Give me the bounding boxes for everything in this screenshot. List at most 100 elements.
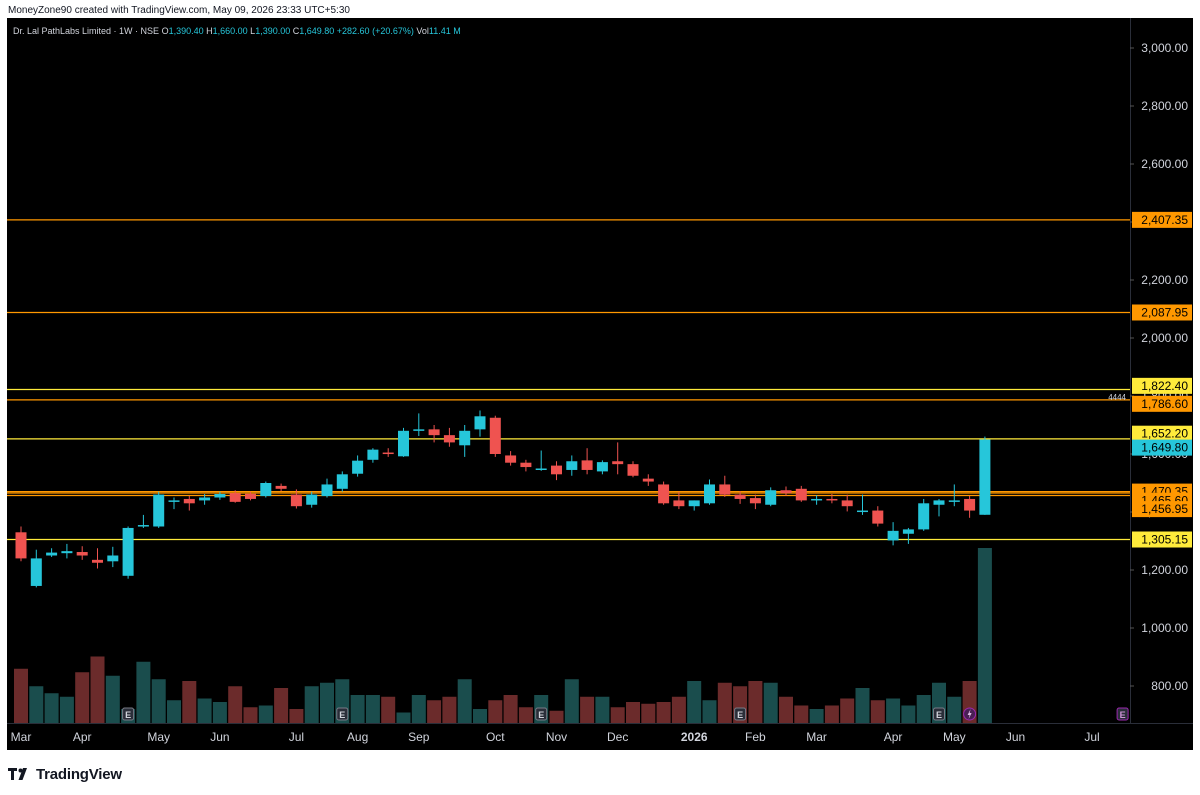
- volume-bar: [916, 695, 931, 723]
- candle-body[interactable]: [137, 525, 149, 527]
- candle-body[interactable]: [168, 500, 180, 502]
- level-price-tag[interactable]: 2,087.95: [1132, 304, 1192, 321]
- candle-body[interactable]: [749, 498, 761, 504]
- candle-body[interactable]: [153, 494, 165, 527]
- earnings-marker[interactable]: E: [535, 707, 548, 721]
- earnings-marker[interactable]: E: [336, 707, 349, 721]
- candle-body[interactable]: [612, 461, 624, 465]
- chart-area[interactable]: 3,000.002,800.002,600.002,400.002,200.00…: [7, 18, 1193, 750]
- candle-body[interactable]: [290, 494, 302, 507]
- candle-body[interactable]: [627, 464, 639, 476]
- level-price-tag[interactable]: 1,456.95: [1132, 501, 1192, 518]
- level-price-tag[interactable]: 1,786.60: [1132, 395, 1192, 412]
- candle-body[interactable]: [811, 498, 823, 501]
- x-tick-label: Dec: [607, 730, 628, 744]
- candle-body[interactable]: [76, 552, 88, 556]
- candle-body[interactable]: [336, 474, 348, 489]
- candle-body[interactable]: [658, 484, 670, 504]
- volume-bar: [304, 686, 319, 723]
- candle-body[interactable]: [321, 484, 333, 497]
- candle-body[interactable]: [505, 455, 517, 463]
- candle-body[interactable]: [979, 439, 991, 515]
- candle-body[interactable]: [734, 494, 746, 499]
- level-price-tag[interactable]: 1,822.40: [1132, 377, 1192, 394]
- candle-body[interactable]: [520, 462, 532, 468]
- candle-body[interactable]: [489, 417, 501, 454]
- candle-body[interactable]: [596, 462, 608, 472]
- candle-body[interactable]: [229, 493, 241, 502]
- candle-body[interactable]: [642, 478, 654, 482]
- volume-bar: [457, 679, 472, 723]
- last-price-tag[interactable]: 1,649.80: [1132, 439, 1192, 456]
- legend-part: Vol: [414, 26, 429, 36]
- candle-body[interactable]: [933, 500, 945, 505]
- candle-body[interactable]: [260, 483, 272, 497]
- candle-body[interactable]: [535, 468, 547, 471]
- candle-body[interactable]: [30, 558, 42, 586]
- ohlc-legend: Dr. Lal PathLabs Limited · 1W · NSE O1,3…: [13, 26, 461, 36]
- volume-bar: [75, 672, 90, 723]
- volume-bar: [182, 681, 197, 723]
- earnings-marker[interactable]: E: [734, 707, 747, 721]
- candle-body[interactable]: [214, 494, 226, 498]
- candle-body[interactable]: [367, 449, 379, 460]
- earnings-icon: [122, 707, 135, 721]
- level-price-tag[interactable]: 1,305.15: [1132, 531, 1192, 548]
- x-tick-label: May: [943, 730, 966, 744]
- candle-body[interactable]: [46, 552, 58, 556]
- volume-bar: [197, 698, 212, 723]
- candle-body[interactable]: [245, 493, 256, 499]
- earnings-marker[interactable]: E: [1116, 707, 1129, 721]
- candle-body[interactable]: [474, 416, 486, 430]
- level-price-tag[interactable]: 2,407.35: [1132, 211, 1192, 228]
- candle-body[interactable]: [122, 527, 134, 576]
- time-axis-background: [7, 723, 1193, 750]
- candlestick-chart[interactable]: 3,000.002,800.002,600.002,400.002,200.00…: [7, 18, 1193, 750]
- candle-body[interactable]: [673, 500, 685, 507]
- candle-body[interactable]: [765, 490, 777, 505]
- candle-body[interactable]: [841, 500, 853, 507]
- candle-body[interactable]: [948, 500, 960, 502]
- candle-body[interactable]: [857, 510, 868, 513]
- candle-body[interactable]: [826, 498, 838, 501]
- level-price-tag[interactable]: 1,652.20: [1132, 425, 1192, 442]
- candle-body[interactable]: [443, 435, 455, 443]
- candle-body[interactable]: [275, 485, 287, 489]
- earnings-marker[interactable]: E: [122, 707, 135, 721]
- candle-body[interactable]: [795, 488, 807, 501]
- candle-body[interactable]: [902, 529, 914, 534]
- volume-bar: [901, 705, 916, 723]
- candle-body[interactable]: [382, 452, 394, 455]
- candle-body[interactable]: [107, 555, 119, 562]
- earnings-icon: [933, 707, 945, 721]
- candle-body[interactable]: [92, 559, 103, 563]
- candle-body[interactable]: [428, 429, 440, 436]
- candle-body[interactable]: [551, 465, 562, 475]
- earnings-marker[interactable]: E: [933, 707, 945, 721]
- x-tick-label: Jun: [1006, 730, 1025, 744]
- candle-body[interactable]: [199, 497, 211, 501]
- volume-bar: [243, 707, 258, 723]
- candle-body[interactable]: [918, 503, 930, 530]
- lightning-glyph: [967, 709, 972, 719]
- candle-body[interactable]: [688, 500, 700, 507]
- volume-bar: [350, 695, 365, 723]
- dividend-marker[interactable]: [963, 707, 977, 721]
- candle-body[interactable]: [887, 530, 899, 541]
- candle-body[interactable]: [183, 498, 195, 504]
- candle-body[interactable]: [15, 532, 27, 559]
- candle-body[interactable]: [719, 484, 731, 495]
- candle-body[interactable]: [459, 430, 471, 446]
- candle-body[interactable]: [61, 551, 73, 554]
- candle-body[interactable]: [306, 494, 318, 505]
- candle-body[interactable]: [704, 484, 715, 504]
- candle-body[interactable]: [964, 498, 976, 511]
- candle-body[interactable]: [352, 460, 364, 474]
- y-tick-label: 1,200.00: [1141, 563, 1188, 577]
- candle-body[interactable]: [413, 429, 425, 431]
- candle-body[interactable]: [566, 461, 578, 470]
- candle-body[interactable]: [398, 430, 409, 457]
- candle-body[interactable]: [780, 490, 792, 494]
- candle-body[interactable]: [581, 460, 593, 470]
- candle-body[interactable]: [872, 510, 884, 524]
